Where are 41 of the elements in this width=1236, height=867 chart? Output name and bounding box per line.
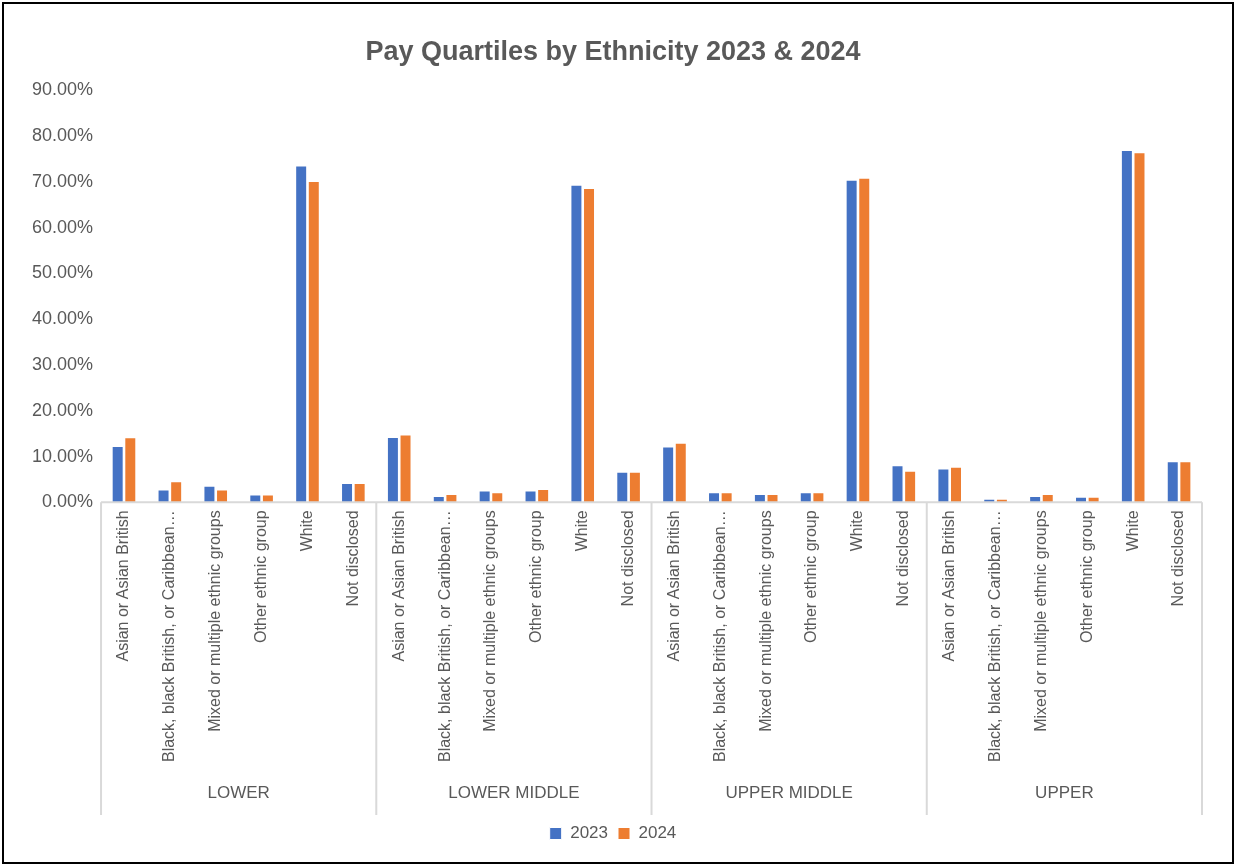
- x-tick-label: Asian or Asian British: [664, 510, 682, 662]
- y-tick-label: 40.00%: [31, 308, 94, 329]
- y-tick-label: 0.00%: [42, 491, 94, 512]
- x-tick-label: Mixed or multiple ethnic groups: [206, 510, 224, 732]
- y-tick-label: 30.00%: [31, 354, 94, 374]
- x-tick-label: White: [573, 510, 591, 552]
- x-tick-label: Asian or Asian British: [389, 510, 407, 662]
- x-tick-label: Black, black British, or Caribbean…: [435, 510, 453, 762]
- y-tick-label: 80.00%: [31, 125, 94, 146]
- x-tick-label: White: [848, 510, 866, 552]
- x-tick-label: Black, black British, or Caribbean…: [985, 510, 1003, 762]
- x-tick-label: Black, black British, or Caribbean…: [160, 510, 178, 762]
- x-tick-label: Other ethnic group: [802, 510, 820, 643]
- x-tick-label: Asian or Asian British: [114, 510, 132, 662]
- y-tick-label: 10.00%: [31, 445, 94, 466]
- y-tick-label: 20.00%: [31, 399, 94, 420]
- x-tick-label: Other ethnic group: [252, 510, 270, 643]
- text: LOWER MIDDLE: [448, 782, 580, 802]
- text: UPPER: [1035, 782, 1094, 802]
- x-tick-label: Black, black British, or Caribbean…: [710, 510, 728, 762]
- x-tick-label: White: [297, 510, 315, 552]
- chart-title: Pay Quartiles by Ethnicity 2023 & 2024: [365, 35, 861, 66]
- x-tick-label: White: [1123, 510, 1141, 552]
- y-tick-label: 90.00%: [31, 79, 94, 100]
- text: LOWER: [207, 782, 270, 802]
- x-tick-label: Not disclosed: [894, 510, 912, 607]
- x-tick-label: Mixed or multiple ethnic groups: [481, 510, 499, 732]
- y-tick-label: 50.00%: [31, 262, 94, 283]
- x-tick-label: Other ethnic group: [1077, 510, 1095, 643]
- x-tick-label: Not disclosed: [618, 510, 636, 607]
- x-tick-label: Other ethnic group: [527, 510, 545, 643]
- text: UPPER MIDDLE: [725, 782, 853, 802]
- legend-label: 2024: [638, 823, 677, 843]
- legend-label: 2023: [570, 823, 609, 843]
- x-tick-label: Not disclosed: [343, 510, 361, 607]
- x-tick-label: Mixed or multiple ethnic groups: [756, 510, 774, 732]
- x-tick-label: Not disclosed: [1169, 510, 1187, 607]
- y-tick-label: 70.00%: [31, 170, 94, 191]
- x-tick-label: Asian or Asian British: [940, 510, 958, 662]
- x-tick-label: Mixed or multiple ethnic groups: [1031, 510, 1049, 732]
- y-tick-label: 60.00%: [31, 216, 94, 237]
